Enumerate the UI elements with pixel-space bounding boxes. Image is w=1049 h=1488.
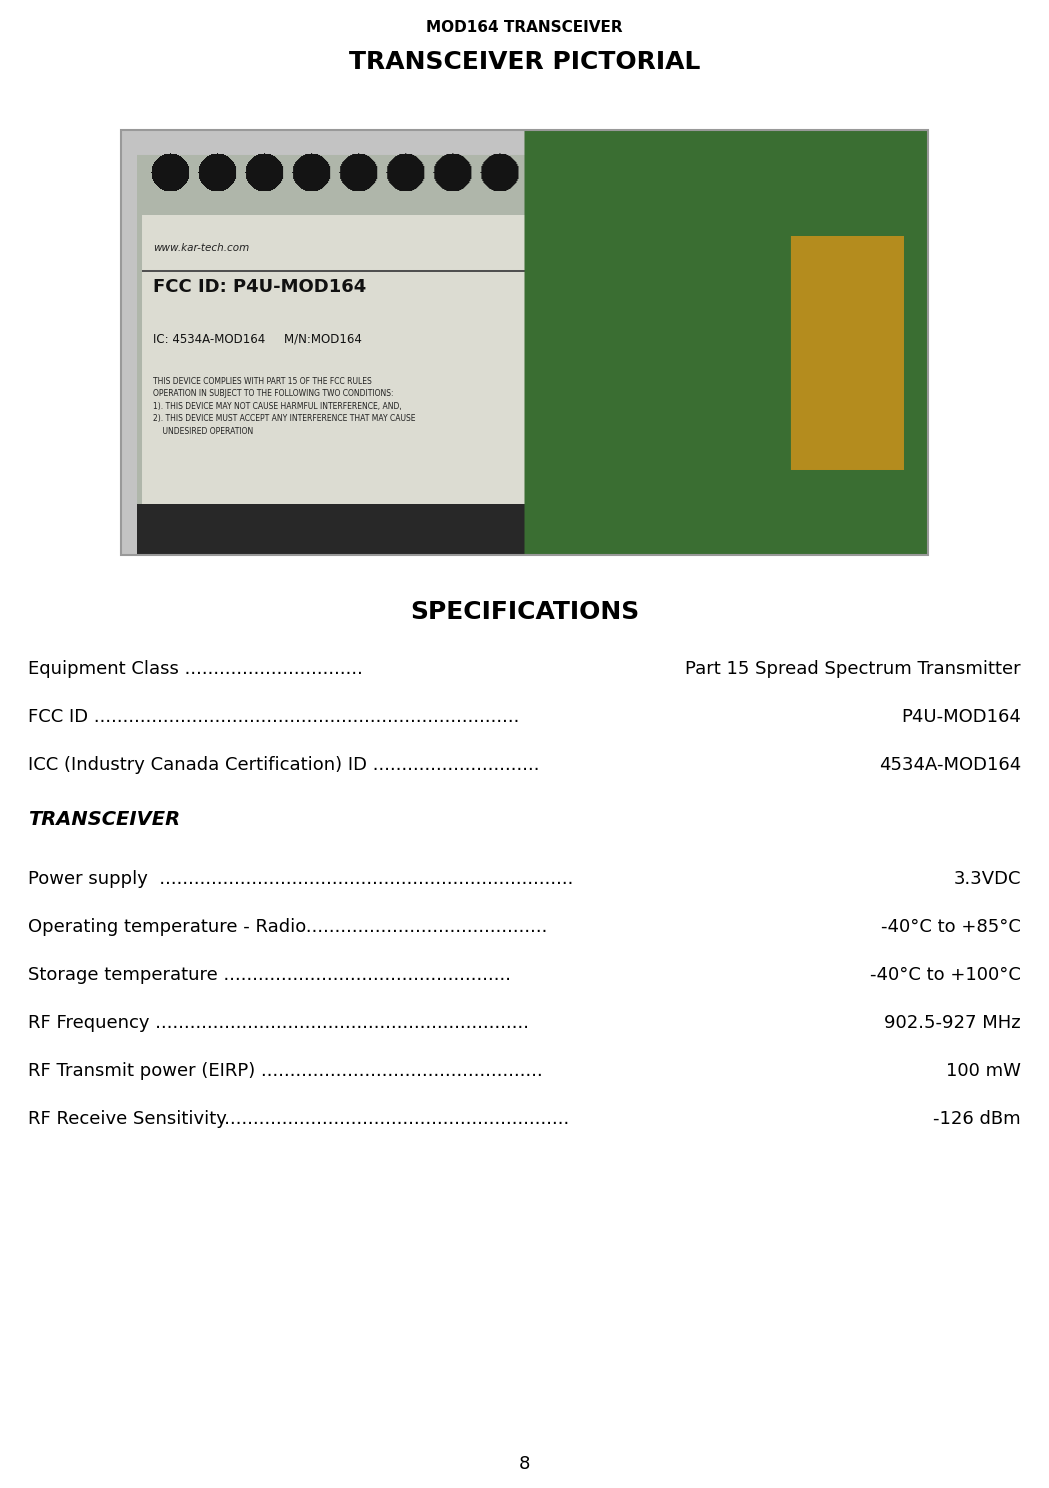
Text: SPECIFICATIONS: SPECIFICATIONS — [410, 600, 639, 623]
Text: RF Transmit power (EIRP) .................................................: RF Transmit power (EIRP) ...............… — [28, 1062, 542, 1080]
Text: -126 dBm: -126 dBm — [934, 1110, 1021, 1128]
Text: Part 15 Spread Spectrum Transmitter: Part 15 Spread Spectrum Transmitter — [685, 661, 1021, 679]
Text: MOD164 TRANSCEIVER: MOD164 TRANSCEIVER — [426, 19, 623, 36]
Text: Power supply  ..................................................................: Power supply ...........................… — [28, 870, 574, 888]
Text: RF Frequency .................................................................: RF Frequency ...........................… — [28, 1013, 529, 1033]
Text: 4534A-MOD164: 4534A-MOD164 — [879, 756, 1021, 774]
Text: -40°C to +85°C: -40°C to +85°C — [881, 918, 1021, 936]
Text: -40°C to +100°C: -40°C to +100°C — [870, 966, 1021, 984]
Text: IC: 4534A-MOD164     M/N:MOD164: IC: 4534A-MOD164 M/N:MOD164 — [153, 332, 362, 345]
Text: 3.3VDC: 3.3VDC — [954, 870, 1021, 888]
Text: FCC ID .........................................................................: FCC ID .................................… — [28, 708, 519, 726]
Text: FCC ID: P4U-MOD164: FCC ID: P4U-MOD164 — [153, 277, 366, 296]
Text: 8: 8 — [519, 1455, 530, 1473]
Text: RF Receive Sensitivity..........................................................: RF Receive Sensitivity..................… — [28, 1110, 570, 1128]
Text: Operating temperature - Radio..........................................: Operating temperature - Radio...........… — [28, 918, 548, 936]
Text: www.kar-tech.com: www.kar-tech.com — [153, 243, 250, 253]
Text: Storage temperature ..................................................: Storage temperature ....................… — [28, 966, 511, 984]
Text: P4U-MOD164: P4U-MOD164 — [901, 708, 1021, 726]
Text: TRANSCEIVER PICTORIAL: TRANSCEIVER PICTORIAL — [349, 51, 700, 74]
Bar — [121, 129, 928, 555]
Text: THIS DEVICE COMPLIES WITH PART 15 OF THE FCC RULES
OPERATION IN SUBJECT TO THE F: THIS DEVICE COMPLIES WITH PART 15 OF THE… — [153, 376, 415, 436]
Text: 902.5-927 MHz: 902.5-927 MHz — [884, 1013, 1021, 1033]
Text: TRANSCEIVER: TRANSCEIVER — [28, 809, 180, 829]
Text: Equipment Class ...............................: Equipment Class ........................… — [28, 661, 363, 679]
Text: 100 mW: 100 mW — [946, 1062, 1021, 1080]
Text: ICC (Industry Canada Certification) ID .............................: ICC (Industry Canada Certification) ID .… — [28, 756, 539, 774]
